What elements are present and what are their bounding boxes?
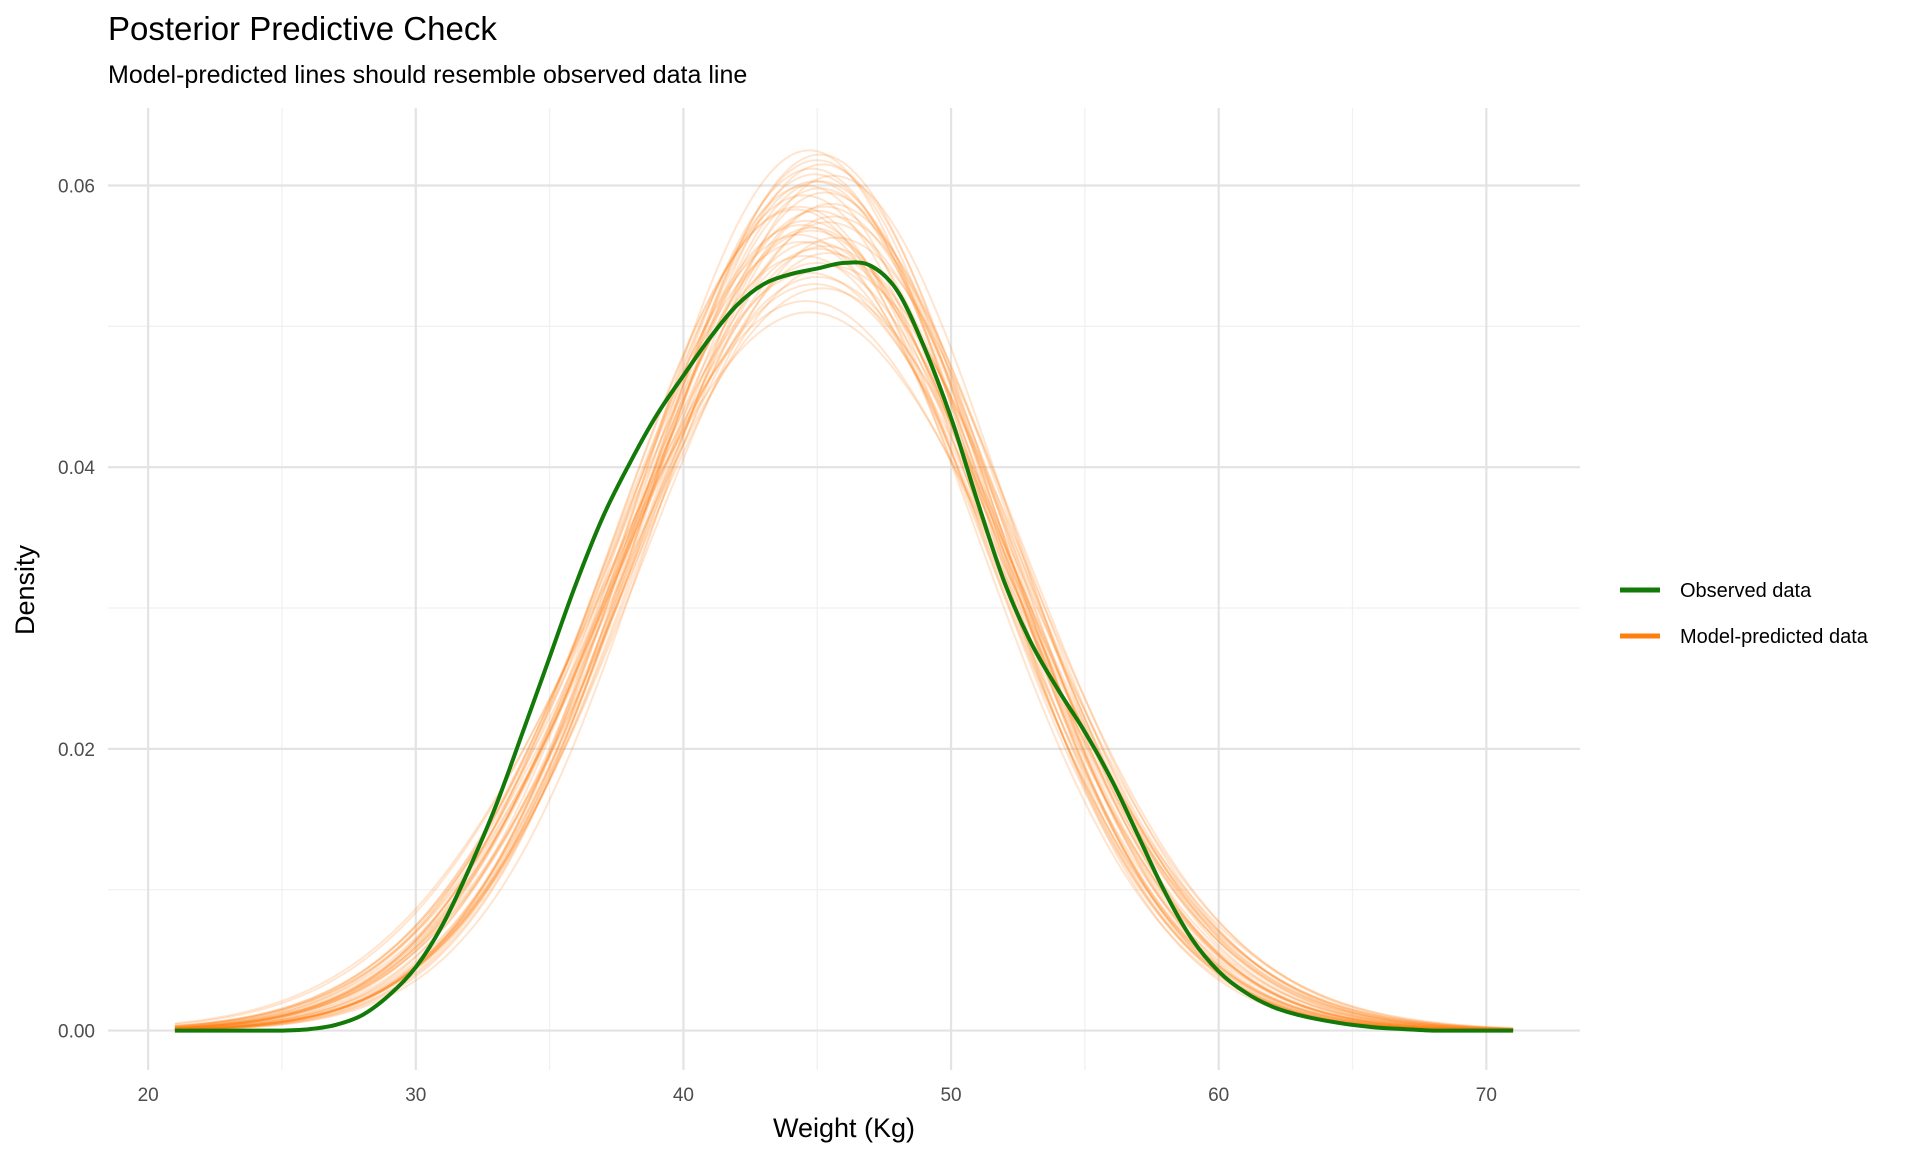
predicted-density-line (174, 191, 1514, 1031)
x-tick-label: 50 (940, 1085, 961, 1106)
predicted-density-line (174, 261, 1514, 1031)
predicted-density-line (174, 240, 1514, 1031)
predicted-density-line (174, 233, 1514, 1031)
predicted-density-line (174, 209, 1514, 1031)
predicted-density-line (174, 180, 1514, 1032)
predicted-density-line (174, 205, 1514, 1031)
predicted-density-line (174, 194, 1514, 1032)
predicted-density-line (174, 215, 1514, 1031)
model-predicted-lines (174, 149, 1514, 1032)
predicted-density-line (174, 208, 1514, 1032)
predicted-density-line (174, 205, 1514, 1032)
plot-area (108, 108, 1580, 1070)
y-tick-label: 0.02 (58, 740, 95, 761)
x-axis-title: Weight (Kg) (773, 1113, 915, 1143)
x-tick-label: 60 (1208, 1085, 1229, 1106)
y-tick-label: 0.04 (58, 458, 95, 479)
x-tick-label: 30 (405, 1085, 426, 1106)
legend: Observed data Model-predicted data (1620, 580, 1869, 648)
observed-density-line (174, 260, 1514, 1033)
x-tick-label: 70 (1476, 1085, 1497, 1106)
predicted-density-line (174, 300, 1514, 1030)
predicted-density-line (174, 149, 1514, 1032)
predicted-density-line (174, 245, 1514, 1031)
predicted-density-line (174, 264, 1514, 1030)
x-tick-label: 40 (673, 1085, 694, 1106)
chart-title: Posterior Predictive Check (108, 10, 497, 47)
predicted-density-line (174, 163, 1514, 1032)
y-axis-title: Density (10, 544, 40, 635)
x-axis-ticks: 20 30 40 50 60 70 (138, 1085, 1497, 1106)
predicted-density-line (174, 153, 1514, 1032)
predicted-density-line (174, 173, 1514, 1032)
predicted-density-line (174, 221, 1514, 1031)
predicted-density-line (174, 202, 1514, 1031)
x-tick-label: 20 (138, 1085, 159, 1106)
predicted-density-line (174, 271, 1514, 1031)
predicted-density-line (174, 247, 1514, 1031)
y-tick-label: 0.00 (58, 1022, 95, 1043)
predicted-density-line (174, 167, 1514, 1032)
predicted-density-line (174, 219, 1514, 1032)
predicted-density-line (174, 311, 1514, 1030)
predicted-density-line (174, 276, 1514, 1030)
predicted-density-line (174, 174, 1514, 1032)
predicted-density-line (174, 159, 1514, 1032)
predicted-density-line (174, 224, 1514, 1032)
predicted-density-line (174, 287, 1514, 1030)
observed-data-line (174, 260, 1514, 1033)
y-axis-ticks: 0.00 0.02 0.04 0.06 (58, 176, 95, 1042)
predicted-density-line (174, 180, 1514, 1032)
predicted-density-line (174, 187, 1514, 1032)
major-gridlines (108, 108, 1580, 1070)
legend-label-observed: Observed data (1680, 580, 1812, 602)
predicted-density-line (174, 283, 1514, 1030)
y-tick-label: 0.06 (58, 176, 95, 197)
predicted-density-line (174, 229, 1514, 1031)
predicted-density-line (174, 254, 1514, 1031)
chart-subtitle: Model-predicted lines should resemble ob… (108, 61, 747, 89)
predicted-density-line (174, 236, 1514, 1031)
predicted-density-line (174, 252, 1514, 1031)
predicted-density-line (174, 226, 1514, 1031)
legend-label-predicted: Model-predicted data (1680, 626, 1869, 648)
predicted-density-line (174, 240, 1514, 1031)
